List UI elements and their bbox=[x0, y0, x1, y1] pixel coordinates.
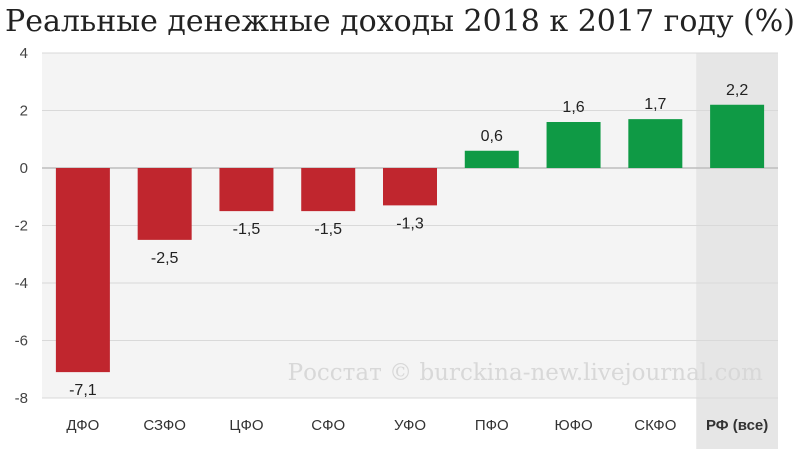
category-label: ДФО bbox=[66, 417, 99, 434]
category-label: РФ (все) bbox=[706, 417, 768, 434]
bar bbox=[137, 168, 192, 240]
bars bbox=[55, 104, 765, 373]
category-label: ЦФО bbox=[229, 417, 263, 434]
bar bbox=[710, 104, 765, 168]
category-label: СКФО bbox=[634, 417, 676, 434]
data-label: 2,2 bbox=[726, 82, 748, 99]
bar bbox=[546, 122, 601, 168]
data-label: 0,6 bbox=[481, 128, 503, 145]
bar bbox=[628, 119, 683, 168]
data-label: -7,1 bbox=[69, 382, 97, 399]
category-label: СЗФО bbox=[143, 417, 186, 434]
y-tick-label: -4 bbox=[15, 275, 28, 292]
y-tick-label: 2 bbox=[20, 103, 28, 120]
y-axis-ticks: 4 2 0 -2 -4 -6 -8 bbox=[15, 45, 28, 407]
y-tick-label: 4 bbox=[20, 45, 28, 62]
y-tick-label: -6 bbox=[15, 333, 28, 350]
bar bbox=[219, 168, 274, 212]
bar bbox=[464, 150, 519, 168]
chart-title: Реальные денежные доходы 2018 к 2017 год… bbox=[5, 4, 795, 39]
data-label: -2,5 bbox=[151, 250, 179, 267]
bar bbox=[301, 168, 356, 212]
category-label: СФО bbox=[311, 417, 345, 434]
data-labels: -7,1 -2,5 -1,5 -1,5 -1,3 0,6 1,6 1,7 2,2 bbox=[69, 82, 748, 399]
data-label: 1,6 bbox=[562, 99, 584, 116]
category-label: ПФО bbox=[475, 417, 509, 434]
data-label: -1,5 bbox=[233, 221, 261, 238]
data-label: -1,3 bbox=[396, 215, 424, 232]
data-label: -1,5 bbox=[314, 221, 342, 238]
category-label: УФО bbox=[394, 417, 426, 434]
y-tick-label: 0 bbox=[20, 160, 28, 177]
bar bbox=[55, 168, 110, 373]
y-tick-label: -8 bbox=[15, 390, 28, 407]
bar bbox=[383, 168, 437, 206]
watermark-text: Росстат © burckina-new.livejournal.com bbox=[288, 360, 764, 386]
category-label: ЮФО bbox=[554, 417, 592, 434]
y-tick-label: -2 bbox=[15, 218, 28, 235]
data-label: 1,7 bbox=[644, 96, 666, 113]
category-labels: ДФО СЗФО ЦФО СФО УФО ПФО ЮФО СКФО РФ (все) bbox=[66, 417, 768, 434]
